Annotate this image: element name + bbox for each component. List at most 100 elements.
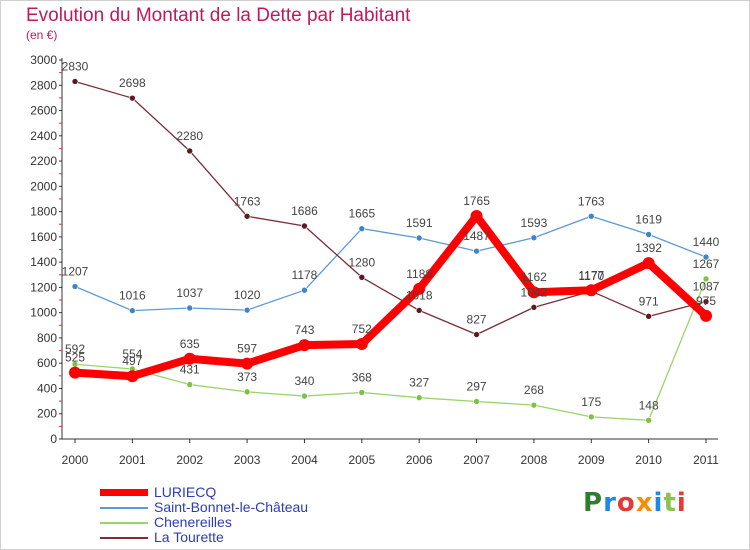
data-label-la-tourette: 1170 (578, 269, 604, 283)
data-point-luriecq (298, 339, 311, 352)
x-tick-label: 2009 (578, 453, 605, 467)
x-tick-label: 2006 (406, 453, 433, 467)
data-point-chenereilles (587, 413, 595, 421)
data-label-chenereilles: 297 (467, 379, 487, 393)
data-point-la-tourette (358, 273, 366, 281)
data-label-chenereilles: 592 (65, 342, 85, 356)
data-label-la-tourette: 1686 (291, 204, 318, 218)
x-tick-label: 2004 (291, 453, 318, 467)
data-label-la-tourette: 971 (639, 294, 659, 308)
data-label-luriecq: 497 (122, 354, 142, 368)
y-tick-label: 200 (37, 407, 57, 421)
data-point-saint-bonnet-le-ch-teau (473, 247, 480, 255)
data-point-la-tourette (645, 313, 652, 320)
data-label-chenereilles: 340 (294, 374, 314, 388)
legend-swatch (100, 537, 148, 539)
data-point-chenereilles (473, 398, 480, 405)
data-point-chenereilles (186, 381, 194, 388)
y-tick-label: 3000 (30, 53, 57, 67)
y-tick-label: 2000 (30, 179, 57, 193)
data-point-saint-bonnet-le-ch-teau (129, 307, 136, 314)
y-tick-label: 1400 (30, 255, 57, 269)
legend-label: La Tourette (154, 529, 224, 545)
y-tick-label: 1000 (30, 306, 57, 320)
logo-letter: t (663, 488, 677, 518)
x-tick-label: 2000 (62, 453, 89, 467)
data-label-luriecq: 597 (237, 342, 257, 356)
logo-letter: P (583, 488, 604, 518)
x-tick-label: 2011 (693, 453, 719, 467)
legend-swatch (100, 522, 148, 524)
data-label-luriecq: 1392 (635, 241, 662, 255)
legend-label: LURIECQ (154, 484, 217, 500)
data-label-saint-bonnet-le-ch-teau: 1020 (234, 288, 261, 302)
data-label-saint-bonnet-le-ch-teau: 1763 (578, 194, 605, 208)
data-point-luriecq (470, 210, 483, 223)
series-line-luriecq (71, 212, 710, 381)
data-point-chenereilles (702, 275, 710, 283)
data-label-chenereilles: 368 (352, 371, 372, 385)
data-point-luriecq (527, 286, 540, 299)
y-tick-label: 2200 (30, 154, 57, 168)
y-tick-label: 2600 (30, 104, 57, 118)
data-point-saint-bonnet-le-ch-teau (71, 283, 79, 290)
data-point-luriecq (241, 357, 254, 370)
logo-letter: o (616, 488, 636, 518)
data-label-chenereilles: 373 (237, 370, 257, 384)
data-point-luriecq (183, 352, 196, 365)
x-tick-label: 2008 (521, 453, 548, 467)
data-point-luriecq (585, 284, 598, 297)
data-point-saint-bonnet-le-ch-teau (702, 253, 710, 261)
data-label-luriecq: 975 (696, 294, 716, 308)
axes: 0 200 400 600 800 1000 1200 1400 1600 1800 2000 220… (30, 53, 719, 467)
data-label-la-tourette: 827 (467, 313, 487, 327)
data-point-la-tourette (473, 331, 480, 338)
x-tick-label: 2002 (176, 453, 203, 467)
data-point-chenereilles (645, 417, 652, 424)
y-tick-label: 2800 (30, 78, 57, 92)
data-point-chenereilles (358, 389, 366, 396)
data-point-la-tourette (186, 147, 194, 155)
data-point-saint-bonnet-le-ch-teau (415, 234, 423, 242)
data-label-saint-bonnet-le-ch-teau: 1440 (693, 235, 720, 249)
y-tick-label: 800 (37, 331, 57, 345)
data-label-la-tourette: 1018 (406, 288, 433, 302)
x-tick-label: 2007 (463, 453, 490, 467)
proxiti-logo: Proxiti (583, 488, 687, 518)
data-label-luriecq: 1188 (406, 267, 432, 281)
data-point-chenereilles (301, 392, 308, 400)
y-tick-label: 400 (37, 381, 57, 395)
y-tick-label: 600 (37, 356, 57, 370)
data-label-chenereilles: 148 (639, 398, 659, 412)
x-tick-label: 2003 (234, 453, 261, 467)
y-tick-label: 1800 (30, 205, 57, 219)
data-label-saint-bonnet-le-ch-teau: 1591 (406, 216, 433, 230)
data-label-chenereilles: 554 (122, 347, 142, 361)
data-point-luriecq (642, 257, 655, 270)
data-label-luriecq: 1765 (463, 194, 490, 208)
y-tick-label: 2400 (30, 129, 57, 143)
data-point-la-tourette (702, 298, 710, 305)
data-label-saint-bonnet-le-ch-teau: 1178 (292, 268, 318, 282)
data-point-saint-bonnet-le-ch-teau (186, 304, 194, 312)
y-tick-label: 1600 (30, 230, 57, 244)
data-label-chenereilles: 327 (409, 376, 429, 390)
data-label-luriecq: 1162 (521, 270, 547, 284)
series-lines (69, 78, 712, 424)
data-point-saint-bonnet-le-ch-teau (243, 306, 251, 314)
data-point-chenereilles (530, 401, 538, 409)
data-label-saint-bonnet-le-ch-teau: 1593 (521, 216, 548, 230)
data-label-luriecq: 752 (352, 322, 372, 336)
series-line-saint-bonnet-le-ch-teau (74, 215, 707, 312)
data-point-chenereilles (243, 388, 251, 396)
series-line-chenereilles (74, 278, 707, 421)
data-label-la-tourette: 2830 (62, 59, 89, 73)
data-point-chenereilles (415, 394, 423, 401)
data-label-saint-bonnet-le-ch-teau: 1665 (348, 207, 375, 221)
data-point-saint-bonnet-le-ch-teau (358, 225, 366, 232)
logo-letter: r (603, 488, 617, 518)
x-tick-label: 2010 (635, 453, 662, 467)
data-label-la-tourette: 1280 (348, 255, 375, 269)
x-tick-label: 2005 (348, 453, 375, 467)
chart-title: Evolution du Montant de la Dette par Hab… (26, 5, 411, 26)
